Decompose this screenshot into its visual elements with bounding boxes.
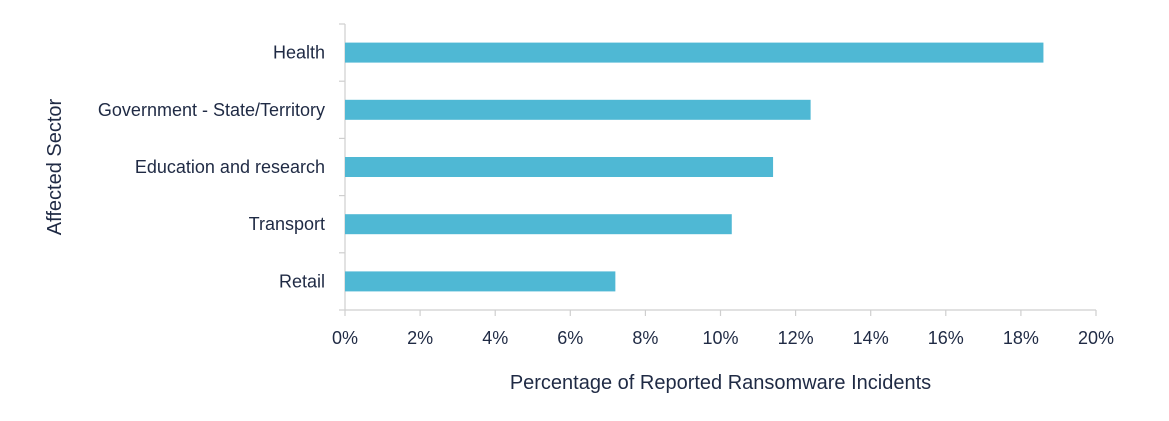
x-tick-labels: 0% 2% 4% 6% 8% 10% 12% 14% 16% 18% 20% bbox=[332, 328, 1114, 348]
x-tick-label: 14% bbox=[853, 328, 889, 348]
x-tick-label: 0% bbox=[332, 328, 358, 348]
category-label: Government - State/Territory bbox=[98, 100, 325, 120]
y-axis-title: Affected Sector bbox=[44, 98, 66, 235]
x-tick-label: 12% bbox=[778, 328, 814, 348]
x-tick-label: 16% bbox=[928, 328, 964, 348]
bar bbox=[345, 42, 1044, 63]
category-label: Health bbox=[273, 43, 325, 63]
x-tick-label: 18% bbox=[1003, 328, 1039, 348]
x-axis-title: Percentage of Reported Ransomware Incide… bbox=[510, 372, 931, 394]
bar bbox=[345, 214, 732, 235]
bar bbox=[345, 99, 811, 120]
x-tick-label: 8% bbox=[632, 328, 658, 348]
category-labels: Health Government - State/Territory Educat… bbox=[98, 43, 325, 292]
x-axis bbox=[344, 309, 1097, 316]
category-label: Education and research bbox=[135, 157, 325, 177]
x-tick-label: 2% bbox=[407, 328, 433, 348]
bar bbox=[345, 271, 616, 292]
x-tick-label: 6% bbox=[557, 328, 583, 348]
category-label: Retail bbox=[279, 271, 325, 291]
x-tick-label: 20% bbox=[1078, 328, 1114, 348]
x-tick-label: 4% bbox=[482, 328, 508, 348]
x-tick-label: 10% bbox=[702, 328, 738, 348]
bar bbox=[345, 157, 774, 177]
bars bbox=[345, 42, 1044, 292]
y-axis bbox=[339, 23, 346, 311]
category-label: Transport bbox=[249, 214, 325, 234]
